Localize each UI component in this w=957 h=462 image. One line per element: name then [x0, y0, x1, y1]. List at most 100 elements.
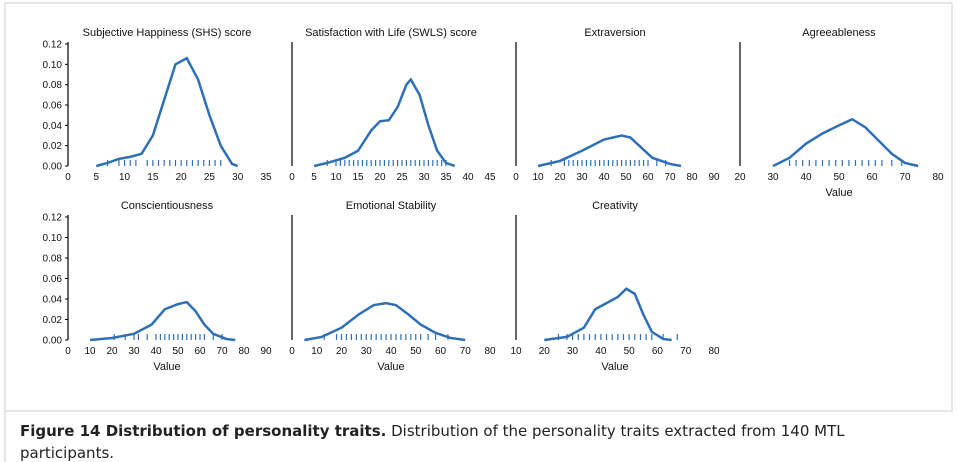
x-tick-label: 20 [176, 172, 188, 183]
x-tick-label: 0 [289, 172, 295, 183]
x-tick-label: 0 [289, 346, 295, 357]
x-tick-label: 30 [128, 346, 140, 357]
x-tick-label: 80 [484, 346, 496, 357]
subplot-title: Agreeableness [802, 27, 876, 39]
x-tick-label: 20 [554, 172, 566, 183]
x-tick-label: 35 [440, 172, 452, 183]
x-tick-label: 40 [598, 172, 610, 183]
x-tick-label: 30 [232, 172, 244, 183]
x-tick-label: 60 [435, 346, 447, 357]
x-tick-label: 80 [238, 346, 250, 357]
subplot-title: Emotional Stability [346, 200, 437, 212]
x-tick-label: 60 [652, 346, 664, 357]
x-tick-label: 20 [734, 172, 746, 183]
x-tick-label: 5 [311, 172, 317, 183]
x-axis-label: Value [601, 361, 628, 373]
x-tick-label: 50 [833, 172, 845, 183]
x-tick-label: 30 [576, 172, 588, 183]
x-tick-label: 50 [410, 346, 422, 357]
x-tick-label: 10 [84, 346, 96, 357]
density-line [313, 77, 456, 168]
x-tick-label: 40 [150, 346, 162, 357]
y-tick-label: 0.04 [43, 295, 63, 306]
density-line [304, 301, 466, 342]
y-tick-label: 0.12 [43, 213, 63, 224]
subplot-title: Creativity [592, 200, 638, 212]
y-tick-label: 0.08 [43, 254, 63, 265]
y-tick-label: 0.10 [43, 60, 63, 71]
x-tick-label: 20 [374, 172, 386, 183]
x-tick-label: 50 [624, 346, 636, 357]
density-line [89, 300, 236, 342]
x-tick-label: 10 [510, 346, 522, 357]
y-tick-label: 0.06 [43, 101, 63, 112]
x-tick-label: 90 [708, 172, 720, 183]
density-line [772, 117, 919, 168]
x-tick-label: 15 [352, 172, 364, 183]
x-tick-label: 0 [65, 346, 71, 357]
y-tick-label: 0.10 [43, 233, 63, 244]
x-tick-label: 60 [642, 172, 654, 183]
x-tick-label: 70 [899, 172, 911, 183]
x-tick-label: 60 [866, 172, 878, 183]
caption-label: Figure 14 Distribution of personality tr… [20, 422, 387, 440]
y-tick-label: 0.12 [43, 40, 63, 51]
x-tick-label: 10 [119, 172, 131, 183]
x-tick-label: 50 [620, 172, 632, 183]
x-tick-label: 80 [708, 346, 720, 357]
x-tick-label: 45 [484, 172, 496, 183]
subplot-title: Subjective Happiness (SHS) score [83, 27, 252, 39]
x-tick-label: 35 [260, 172, 272, 183]
x-tick-label: 20 [336, 346, 348, 357]
subplot-title: Extraversion [584, 27, 645, 39]
x-tick-label: 20 [539, 346, 551, 357]
density-line [95, 56, 239, 168]
x-tick-label: 0 [513, 172, 519, 183]
caption: Figure 14 Distribution of personality tr… [20, 420, 940, 462]
x-tick-label: 70 [664, 172, 676, 183]
y-tick-label: 0.00 [43, 336, 63, 347]
y-tick-label: 0.02 [43, 315, 63, 326]
y-tick-label: 0.06 [43, 274, 63, 285]
x-tick-label: 70 [680, 346, 692, 357]
x-tick-label: 0 [65, 172, 71, 183]
x-tick-label: 30 [361, 346, 373, 357]
x-tick-label: 40 [595, 346, 607, 357]
x-tick-label: 25 [204, 172, 216, 183]
x-axis-label: Value [377, 361, 404, 373]
x-tick-label: 15 [147, 172, 159, 183]
x-tick-label: 70 [216, 346, 228, 357]
x-tick-label: 40 [800, 172, 812, 183]
x-tick-label: 30 [418, 172, 430, 183]
x-tick-label: 25 [396, 172, 408, 183]
x-axis-label: Value [153, 361, 180, 373]
x-tick-label: 10 [311, 346, 323, 357]
x-tick-label: 50 [172, 346, 184, 357]
y-tick-label: 0.02 [43, 141, 63, 152]
subplot-title: Conscientiousness [121, 200, 214, 212]
x-tick-label: 20 [106, 346, 118, 357]
x-tick-label: 10 [532, 172, 544, 183]
x-tick-label: 80 [932, 172, 944, 183]
y-tick-label: 0.04 [43, 121, 63, 132]
x-tick-label: 30 [567, 346, 579, 357]
density-line [544, 287, 672, 342]
x-tick-label: 80 [686, 172, 698, 183]
frame [4, 2, 953, 412]
caption-text: Distribution of the personality traits e… [20, 422, 845, 462]
x-tick-label: 40 [385, 346, 397, 357]
x-tick-label: 5 [94, 172, 100, 183]
x-tick-label: 10 [330, 172, 342, 183]
x-tick-label: 70 [460, 346, 472, 357]
subplot-title: Satisfaction with Life (SWLS) score [305, 27, 477, 39]
x-tick-label: 60 [194, 346, 206, 357]
y-tick-label: 0.00 [43, 162, 63, 173]
density-line [537, 134, 682, 168]
y-tick-label: 0.08 [43, 80, 63, 91]
x-axis-label: Value [825, 187, 852, 199]
x-tick-label: 30 [767, 172, 779, 183]
x-tick-label: 90 [260, 346, 272, 357]
x-tick-label: 40 [462, 172, 474, 183]
